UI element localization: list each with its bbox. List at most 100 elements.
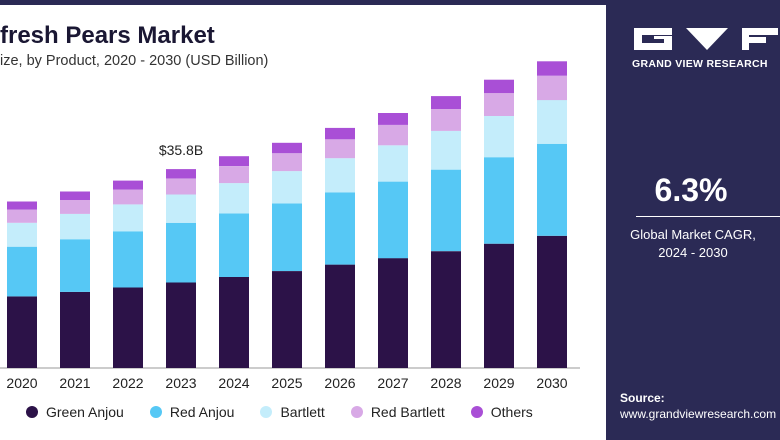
legend-label: Others: [490, 404, 533, 420]
bar-bartlett-2021: [60, 213, 90, 240]
chart-subtitle: ize, by Product, 2020 - 2030 (USD Billio…: [0, 53, 269, 69]
bar-red-anjou-2021: [60, 239, 90, 292]
bar-red-anjou-2029: [484, 157, 514, 244]
bar-others-2021: [60, 191, 90, 200]
cagr-label: Global Market CAGR, 2024 - 2030: [606, 226, 780, 262]
bar-red-bartlett-2022: [113, 189, 143, 205]
logo-text: GRAND VIEW RESEARCH: [632, 58, 768, 70]
legend-dot-icon: [26, 406, 38, 418]
bar-green-anjou-2024: [219, 277, 249, 368]
annotations: $35.8B: [159, 142, 203, 158]
legend-label: Red Bartlett: [370, 404, 445, 420]
bar-others-2022: [113, 180, 143, 190]
bar-green-anjou-2025: [272, 271, 302, 368]
bar-red-bartlett-2026: [325, 139, 355, 159]
bar-bartlett-2022: [113, 204, 143, 232]
bar-red-anjou-2026: [325, 192, 355, 265]
legend: Green Anjou Red Anjou Bartlett Red Bartl…: [0, 402, 600, 422]
bar-others-2020: [7, 201, 37, 210]
bar-red-bartlett-2021: [60, 200, 90, 214]
legend-dot-icon: [470, 406, 483, 418]
legend-item-others: Others: [470, 404, 533, 420]
bar-bartlett-2026: [325, 158, 355, 193]
cagr-label-line2: 2024 - 2030: [658, 245, 728, 260]
legend-dot-icon: [350, 406, 363, 418]
bar-red-bartlett-2027: [378, 124, 408, 146]
side-panel: GRAND VIEW RESEARCH 6.3% Global Market C…: [606, 0, 780, 440]
legend-item-bartlett: Bartlett: [260, 404, 325, 420]
bar-green-anjou-2021: [60, 291, 90, 368]
legend-dot-icon: [149, 406, 162, 418]
bar-red-bartlett-2020: [7, 209, 37, 223]
x-tick-label-2026: 2026: [324, 375, 355, 391]
bar-red-anjou-2022: [113, 231, 143, 288]
bar-others-2029: [484, 79, 514, 94]
bar-green-anjou-2027: [378, 258, 408, 368]
bar-green-anjou-2029: [484, 243, 514, 368]
bar-red-bartlett-2025: [272, 153, 302, 172]
bar-red-bartlett-2030: [537, 75, 567, 101]
bar-bartlett-2028: [431, 130, 461, 170]
x-tick-label-2025: 2025: [271, 375, 302, 391]
legend-item-red-anjou: Red Anjou: [149, 404, 235, 420]
bar-others-2028: [431, 96, 461, 109]
bar-red-bartlett-2028: [431, 109, 461, 131]
bar-bartlett-2030: [537, 100, 567, 144]
cagr-divider: [636, 216, 780, 217]
bar-others-2024: [219, 156, 249, 167]
source-link[interactable]: www.grandviewresearch.com: [620, 407, 777, 421]
bar-green-anjou-2030: [537, 235, 567, 368]
bar-group: [7, 61, 567, 368]
bar-others-2025: [272, 142, 302, 154]
bar-red-anjou-2025: [272, 203, 302, 271]
legend-label: Red Anjou: [169, 404, 235, 420]
bar-red-anjou-2024: [219, 213, 249, 277]
bar-bartlett-2020: [7, 222, 37, 247]
bar-others-2026: [325, 127, 355, 140]
bar-red-bartlett-2023: [166, 178, 196, 195]
bar-red-anjou-2027: [378, 181, 408, 259]
bar-red-anjou-2023: [166, 222, 196, 283]
x-tick-label-2022: 2022: [112, 375, 143, 391]
bar-bartlett-2024: [219, 183, 249, 214]
bar-bartlett-2027: [378, 145, 408, 182]
x-tick-label-2020: 2020: [6, 375, 37, 391]
source-label: Source:: [620, 391, 665, 405]
bar-red-bartlett-2029: [484, 93, 514, 116]
legend-label: Green Anjou: [46, 404, 124, 420]
cagr-label-line1: Global Market CAGR,: [630, 227, 756, 242]
cagr-value: 6.3%: [654, 172, 728, 208]
bar-red-anjou-2020: [7, 246, 37, 297]
bar-green-anjou-2022: [113, 287, 143, 368]
chart-title: fresh Pears Market: [0, 22, 215, 49]
bar-bartlett-2029: [484, 115, 514, 158]
bar-bartlett-2023: [166, 194, 196, 223]
bar-others-2023: [166, 169, 196, 179]
bar-red-bartlett-2024: [219, 166, 249, 184]
legend-item-red-bartlett: Red Bartlett: [350, 404, 445, 420]
bar-others-2027: [378, 113, 408, 125]
bar-green-anjou-2028: [431, 251, 461, 368]
data-label-2023: $35.8B: [159, 142, 203, 158]
bar-red-anjou-2030: [537, 143, 567, 236]
x-tick-label-2027: 2027: [377, 375, 408, 391]
x-tick-label-2021: 2021: [59, 375, 90, 391]
grand-view-research-logo-icon: [634, 28, 778, 50]
legend-dot-icon: [260, 406, 273, 418]
legend-item-green-anjou: Green Anjou: [26, 404, 124, 420]
bar-red-anjou-2028: [431, 169, 461, 252]
bar-green-anjou-2020: [7, 296, 37, 368]
bar-green-anjou-2023: [166, 282, 196, 368]
x-tick-labels: 2020 2021 2022 2023 2024 2025 2026 2027 2028 2029…: [6, 375, 567, 391]
x-tick-label-2030: 2030: [536, 375, 567, 391]
x-tick-label-2023: 2023: [165, 375, 196, 391]
bar-green-anjou-2026: [325, 264, 355, 368]
bar-bartlett-2025: [272, 171, 302, 204]
stacked-bar-chart: 2020 2021 2022 2023 2024 2025 2026 2027 2028 2029…: [0, 61, 580, 391]
header-band: [0, 0, 606, 5]
x-tick-label-2028: 2028: [430, 375, 461, 391]
x-tick-label-2029: 2029: [483, 375, 514, 391]
bar-others-2030: [537, 61, 567, 76]
x-tick-label-2024: 2024: [218, 375, 249, 391]
legend-label: Bartlett: [280, 404, 325, 420]
